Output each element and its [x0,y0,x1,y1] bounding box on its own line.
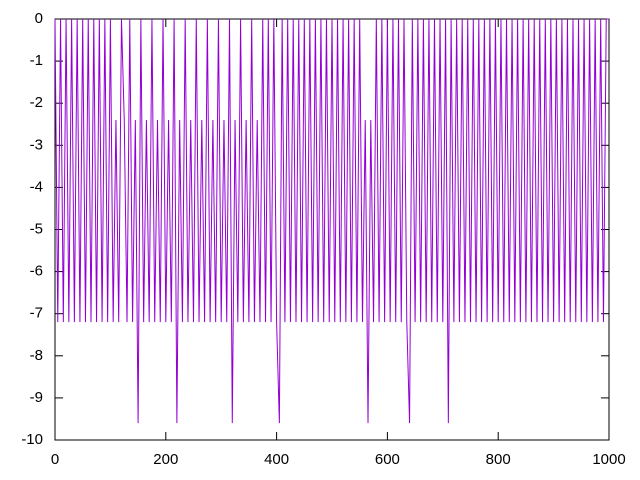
x-tick-label: 400 [264,451,289,468]
y-tick-label: -6 [30,263,43,280]
y-tick-label: -7 [30,305,43,322]
y-tick-label: -10 [21,431,43,448]
y-tick-label: -3 [30,136,43,153]
y-tick-label: -5 [30,220,43,237]
y-tick-label: -2 [30,94,43,111]
x-tick-label: 600 [375,451,400,468]
y-tick-label: -4 [30,178,43,195]
y-tick-label: -9 [30,389,43,406]
y-tick-label: -1 [30,52,43,69]
y-tick-label: -8 [30,347,43,364]
x-tick-label: 200 [153,451,178,468]
y-tick-label: 0 [35,10,43,27]
x-tick-label: 800 [486,451,511,468]
x-tick-label: 1000 [592,451,625,468]
data-line [54,18,609,424]
x-tick-label: 0 [51,451,59,468]
